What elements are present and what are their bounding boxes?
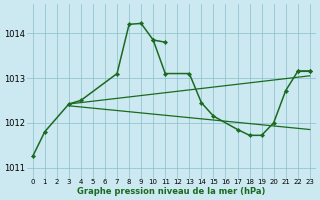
X-axis label: Graphe pression niveau de la mer (hPa): Graphe pression niveau de la mer (hPa) [77, 187, 266, 196]
